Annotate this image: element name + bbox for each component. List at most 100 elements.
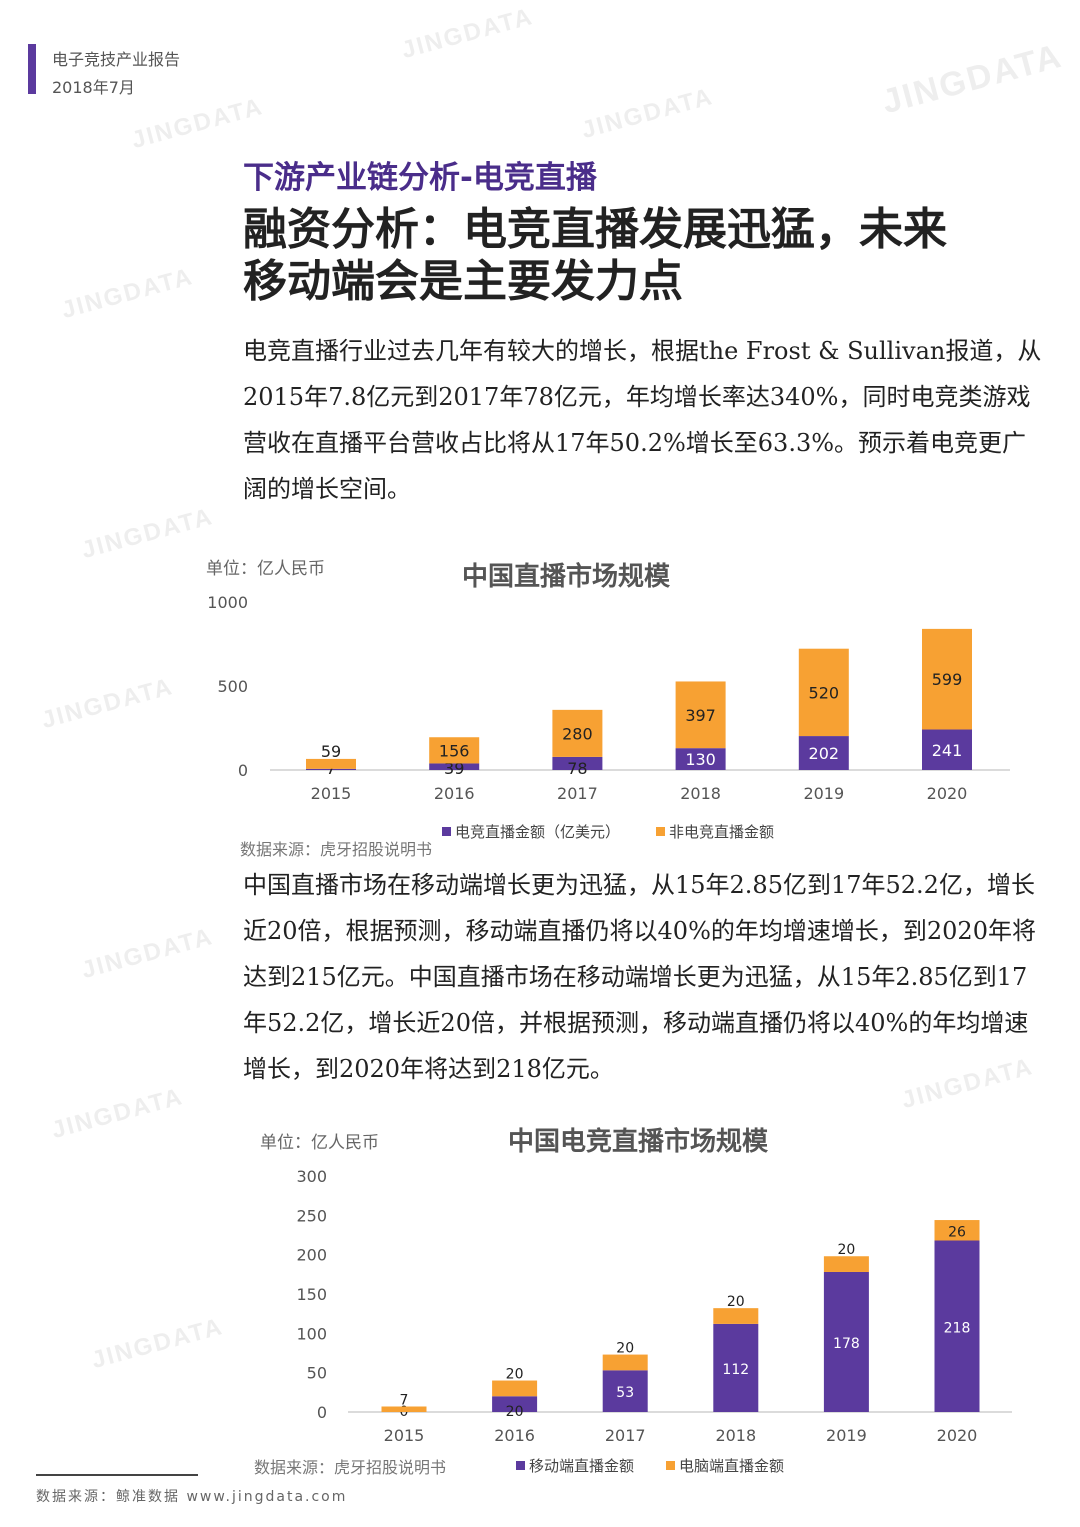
x-tick-label: 2018 (715, 1426, 756, 1445)
data-label: 20 (616, 1341, 634, 1357)
chart2-unit: 单位：亿人民币 (260, 1133, 379, 1153)
bar-bottom-2020 (922, 729, 972, 770)
watermark: JINGDATA (78, 922, 217, 985)
report-date: 2018年7月 (52, 78, 135, 97)
data-label: 280 (562, 724, 593, 743)
y-tick-label: 100 (296, 1324, 327, 1343)
y-tick-label: 250 (296, 1206, 327, 1225)
data-label: 218 (944, 1320, 971, 1336)
paragraph-1: 电竞直播行业过去几年有较大的增长，根据the Frost & Sullivan报… (243, 337, 1042, 503)
data-label: 78 (567, 759, 587, 778)
bar-top-2018 (713, 1308, 759, 1324)
chart2-svg: 0501001502002503000720152020201653202017… (296, 1167, 1012, 1475)
data-label: 20 (837, 1242, 855, 1258)
bar-top-2019 (823, 1256, 869, 1272)
bar-top-2018 (675, 681, 726, 749)
data-label: 156 (439, 741, 470, 760)
y-tick-label: 150 (296, 1285, 327, 1304)
page-title: 融资分析：电竞直播发展迅猛，未来 移动端会是主要发力点 (243, 204, 1043, 308)
data-label: 20 (727, 1294, 745, 1310)
data-label: 20 (506, 1367, 524, 1383)
data-label: 202 (809, 744, 840, 763)
header-accent-bar (28, 44, 36, 94)
data-label: 39 (444, 759, 464, 778)
x-tick-label: 2015 (311, 784, 352, 803)
footer-divider (36, 1474, 198, 1476)
bar-bottom-2017 (552, 756, 603, 770)
legend-swatch (656, 827, 665, 836)
bar-bottom-2017 (602, 1370, 648, 1412)
x-tick-label: 2018 (680, 784, 721, 803)
page-title-line-2: 移动端会是主要发力点 (243, 256, 683, 307)
y-tick-label: 200 (296, 1246, 327, 1265)
watermark: JINGDATA (398, 2, 537, 65)
x-tick-label: 2017 (557, 784, 598, 803)
data-label: 112 (722, 1362, 749, 1378)
legend-label: 移动端直播金额 (529, 1457, 634, 1475)
y-tick-label: 50 (307, 1364, 327, 1383)
bar-top-2017 (552, 709, 603, 757)
data-label: 26 (948, 1224, 966, 1240)
x-tick-label: 2015 (384, 1426, 425, 1445)
y-tick-label: 500 (217, 677, 248, 696)
x-tick-label: 2016 (494, 1426, 535, 1445)
y-tick-label: 1000 (207, 593, 248, 612)
legend-swatch (442, 827, 451, 836)
x-tick-label: 2019 (826, 1426, 867, 1445)
watermark: JINGDATA (878, 36, 1067, 122)
bar-top-2016 (492, 1380, 538, 1397)
y-tick-label: 0 (317, 1403, 327, 1422)
legend-swatch (666, 1461, 675, 1470)
legend-label: 非电竞直播金额 (669, 823, 774, 841)
bar-bottom-2016 (492, 1396, 538, 1412)
y-tick-label: 0 (238, 761, 248, 780)
data-label: 130 (685, 750, 716, 769)
chart1-svg: 0500100075920153915620167828020171303972… (207, 593, 1010, 841)
bar-bottom-2019 (798, 736, 849, 770)
chart2-title: 中国电竞直播市场规模 (508, 1127, 769, 1157)
data-label: 520 (809, 683, 840, 702)
legend-label: 电脑端直播金额 (679, 1457, 784, 1475)
bar-bottom-2015 (306, 768, 356, 770)
data-label: 20 (506, 1404, 524, 1420)
x-tick-label: 2019 (803, 784, 844, 803)
watermark: JINGDATA (48, 1082, 187, 1145)
x-tick-label: 2017 (605, 1426, 646, 1445)
data-label: 397 (685, 706, 716, 725)
y-tick-label: 300 (296, 1167, 327, 1186)
data-label: 53 (616, 1385, 634, 1401)
bar-top-2017 (602, 1354, 648, 1371)
bar-bottom-2020 (934, 1240, 980, 1412)
watermark: JINGDATA (128, 92, 267, 155)
bar-bottom-2016 (429, 763, 480, 770)
bar-top-2019 (798, 648, 849, 737)
bar-bottom-2019 (823, 1271, 869, 1412)
data-label: 241 (932, 741, 963, 760)
bar-top-2020 (934, 1220, 980, 1241)
watermark: JINGDATA (58, 262, 197, 325)
page-title-line-1: 融资分析：电竞直播发展迅猛，未来 (243, 204, 947, 255)
watermark: JINGDATA (578, 82, 717, 145)
chart1-title: 中国直播市场规模 (462, 562, 671, 592)
legend-label: 电竞直播金额（亿美元） (455, 823, 620, 841)
x-tick-label: 2020 (937, 1426, 978, 1445)
bar-top-2015 (381, 1406, 427, 1412)
report-title: 电子竞技产业报告 (52, 50, 181, 69)
chart1-unit: 单位：亿人民币 (206, 559, 325, 579)
bar-top-2015 (306, 758, 356, 769)
chart1-source: 数据来源：虎牙招股说明书 (240, 840, 433, 859)
bar-top-2016 (429, 737, 480, 764)
section-title: 下游产业链分析-电竞直播 (243, 160, 597, 196)
data-label: 7 (400, 1392, 409, 1408)
data-label: 599 (932, 670, 963, 689)
data-label: 178 (833, 1336, 860, 1352)
legend-swatch (516, 1461, 525, 1470)
chart2-source: 数据来源：虎牙招股说明书 (254, 1458, 447, 1477)
x-tick-label: 2016 (434, 784, 475, 803)
paragraph-2: 中国直播市场在移动端增长更为迅猛，从15年2.85亿到17年52.2亿，增长近2… (243, 871, 1036, 1083)
bar-bottom-2018 (675, 748, 726, 770)
bar-bottom-2018 (713, 1323, 759, 1412)
watermark: JINGDATA (78, 502, 217, 565)
footer-source: 数据来源：鲸准数据 www.jingdata.com (36, 1489, 348, 1505)
bar-top-2020 (922, 628, 972, 730)
